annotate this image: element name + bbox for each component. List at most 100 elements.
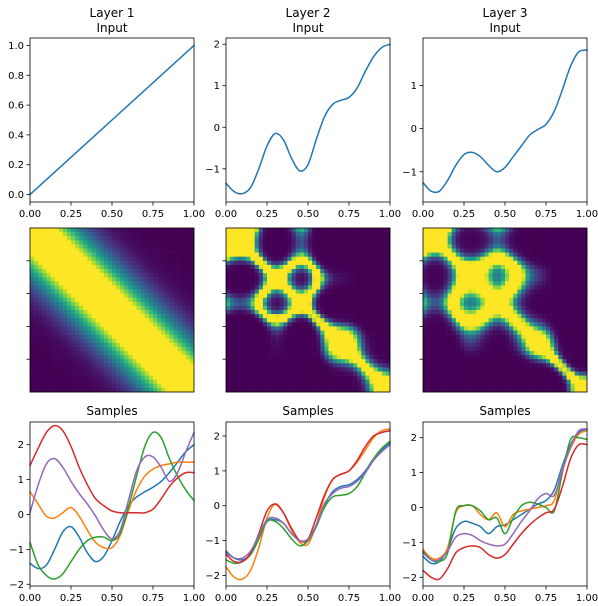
heat-cell bbox=[468, 330, 473, 335]
heat-cell bbox=[517, 387, 522, 393]
heat-cell bbox=[165, 256, 170, 262]
heat-cell bbox=[562, 375, 567, 380]
heat-cell bbox=[349, 363, 354, 368]
heat-cell bbox=[554, 293, 559, 298]
heat-cell bbox=[476, 383, 481, 389]
heat-cell bbox=[71, 277, 76, 282]
heat-cell bbox=[161, 359, 166, 364]
heat-cell bbox=[258, 269, 264, 274]
y-tick-label: −2 bbox=[402, 573, 417, 584]
heat-cell bbox=[324, 322, 329, 327]
heat-cell bbox=[103, 273, 109, 278]
heat-cell bbox=[161, 228, 166, 233]
heat-cell bbox=[242, 252, 247, 257]
heat-cell bbox=[316, 330, 321, 335]
heat-cell bbox=[75, 244, 80, 249]
heat-cell bbox=[132, 363, 137, 368]
heat-cell bbox=[234, 228, 239, 233]
heat-cell bbox=[381, 228, 387, 233]
heat-cell bbox=[230, 285, 235, 290]
heat-cell bbox=[181, 363, 187, 368]
heat-cell bbox=[279, 293, 284, 298]
heat-cell bbox=[308, 248, 313, 253]
heat-cell bbox=[120, 310, 125, 315]
heat-cell bbox=[435, 355, 440, 360]
heat-cell bbox=[181, 228, 187, 233]
heat-cell bbox=[537, 301, 543, 307]
heat-cell bbox=[492, 355, 498, 360]
heat-cell bbox=[238, 301, 243, 307]
heat-cell bbox=[558, 375, 563, 380]
heat-cell bbox=[185, 355, 191, 360]
heat-cell bbox=[509, 232, 514, 237]
heat-cell bbox=[464, 342, 469, 348]
heat-cell bbox=[525, 322, 530, 327]
heat-cell bbox=[79, 359, 84, 364]
heat-cell bbox=[120, 383, 125, 389]
heat-cell bbox=[541, 273, 547, 278]
heat-cell bbox=[34, 334, 39, 339]
heat-cell bbox=[550, 375, 555, 380]
heat-cell bbox=[144, 346, 150, 352]
heat-cell bbox=[439, 293, 444, 298]
heat-cell bbox=[472, 297, 477, 303]
heat-cell bbox=[295, 314, 301, 319]
heat-cell bbox=[525, 338, 530, 344]
heat-cell bbox=[349, 322, 354, 327]
heat-cell bbox=[373, 289, 378, 294]
heat-cell bbox=[500, 228, 506, 233]
heat-cell bbox=[124, 351, 129, 356]
heat-cell bbox=[492, 240, 498, 245]
heat-cell bbox=[550, 281, 555, 286]
heat-cell bbox=[42, 236, 47, 241]
heat-cell bbox=[75, 387, 80, 393]
heat-cell bbox=[582, 277, 588, 282]
heat-cell bbox=[132, 387, 137, 393]
heat-cell bbox=[30, 330, 35, 335]
heat-cell bbox=[148, 326, 154, 331]
heat-cell bbox=[554, 371, 559, 376]
heat-cell bbox=[484, 281, 489, 286]
heat-cell bbox=[173, 232, 178, 237]
heat-cell bbox=[451, 256, 457, 262]
heat-cell bbox=[299, 330, 305, 335]
heat-cell bbox=[132, 338, 137, 344]
heat-cell bbox=[431, 383, 436, 389]
heat-cell bbox=[71, 228, 76, 233]
heat-cell bbox=[582, 264, 588, 270]
heat-cell bbox=[332, 367, 337, 372]
heat-cell bbox=[574, 338, 580, 344]
heat-cell bbox=[369, 334, 374, 339]
heat-cell bbox=[275, 305, 280, 311]
heat-cell bbox=[361, 236, 366, 241]
heat-cell bbox=[124, 244, 129, 249]
heat-cell bbox=[357, 273, 362, 278]
heat-cell bbox=[271, 351, 276, 356]
heat-cell bbox=[177, 293, 182, 298]
heat-cell bbox=[361, 359, 366, 364]
heat-cell bbox=[128, 334, 133, 339]
heat-cell bbox=[230, 310, 235, 315]
heat-cell bbox=[62, 359, 68, 364]
heat-cell bbox=[468, 256, 473, 262]
heat-cell bbox=[246, 277, 251, 282]
heat-cell bbox=[112, 310, 117, 315]
heat-cell bbox=[144, 228, 150, 233]
heat-cell bbox=[316, 305, 321, 311]
heat-cell bbox=[287, 248, 292, 253]
heat-cell bbox=[365, 338, 370, 344]
heat-cell bbox=[181, 310, 187, 315]
heat-cell bbox=[332, 256, 337, 262]
series-line-3 bbox=[422, 435, 588, 563]
heat-cell bbox=[316, 236, 321, 241]
heat-cell bbox=[250, 338, 255, 344]
heat-cell bbox=[283, 346, 288, 352]
heat-cell bbox=[226, 310, 231, 315]
heat-cell bbox=[533, 363, 539, 368]
heat-cell bbox=[439, 256, 444, 262]
heat-cell bbox=[83, 375, 88, 380]
heat-cell bbox=[500, 264, 506, 270]
heat-cell bbox=[50, 297, 55, 303]
heat-cell bbox=[107, 314, 113, 319]
